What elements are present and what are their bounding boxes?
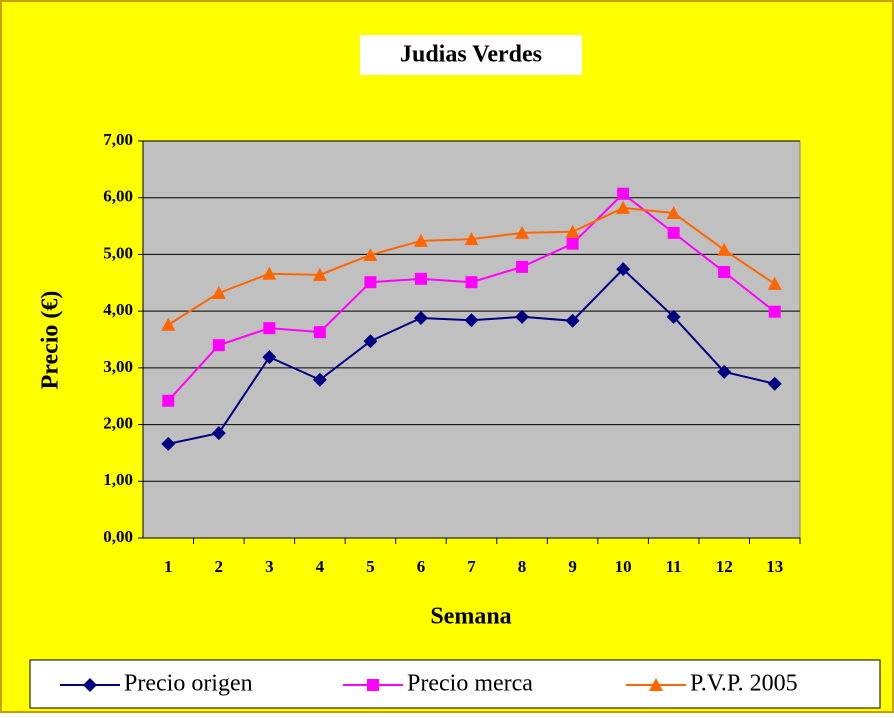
data-point [616, 200, 631, 214]
data-point [211, 426, 226, 441]
y-tick-label: 1,00 [103, 470, 133, 489]
legend-marker [83, 678, 97, 692]
x-tick-label: 1 [164, 557, 173, 576]
data-point [717, 242, 732, 256]
data-point [515, 309, 530, 324]
data-point [767, 376, 782, 391]
title-box [360, 35, 582, 75]
x-tick-label: 10 [615, 557, 632, 576]
x-tick-label: 8 [518, 557, 527, 576]
data-point [262, 350, 277, 365]
data-point [312, 372, 327, 387]
x-tick-label: 6 [417, 557, 426, 576]
data-point [364, 276, 377, 289]
y-tick-label: 3,00 [103, 357, 133, 376]
y-tick-label: 7,00 [103, 130, 133, 149]
legend-label: P.V.P. 2005 [690, 671, 798, 697]
data-point [464, 313, 479, 328]
x-tick-label: 9 [568, 557, 577, 576]
y-tick-label: 4,00 [103, 300, 133, 319]
x-tick-label: 5 [366, 557, 375, 576]
data-point [161, 317, 176, 331]
y-axis-label: Precio (€) [38, 291, 64, 390]
y-tick-label: 0,00 [103, 527, 133, 546]
legend-label: Precio origen [124, 671, 253, 697]
data-point [414, 272, 427, 285]
data-point [617, 187, 630, 200]
data-point [666, 206, 681, 220]
legend [29, 659, 881, 709]
data-point [464, 232, 479, 246]
data-point [263, 322, 276, 335]
y-tick-label: 6,00 [103, 187, 133, 206]
data-point [212, 339, 225, 352]
data-point [767, 276, 782, 290]
data-point [667, 226, 680, 239]
data-point [616, 262, 631, 277]
data-point [565, 224, 580, 238]
data-point [363, 247, 378, 261]
data-point [666, 309, 681, 324]
data-point [363, 334, 378, 349]
data-point [413, 233, 428, 247]
data-point [413, 310, 428, 325]
x-tick-label: 2 [215, 557, 224, 576]
x-tick-label: 13 [766, 557, 783, 576]
x-tick-label: 7 [467, 557, 476, 576]
data-point [465, 276, 478, 289]
data-point [768, 305, 781, 318]
x-tick-label: 11 [666, 557, 682, 576]
data-point [313, 326, 326, 339]
plot-area [142, 140, 801, 539]
y-tick-label: 2,00 [103, 413, 133, 432]
x-tick-label: 12 [716, 557, 733, 576]
legend-label: Precio merca [407, 671, 533, 697]
data-point [161, 436, 176, 451]
data-point [565, 313, 580, 328]
y-tick-label: 5,00 [103, 243, 133, 262]
data-point [516, 260, 529, 273]
data-point [718, 266, 731, 279]
data-point [262, 266, 277, 280]
data-point [566, 237, 579, 250]
legend-marker [649, 678, 663, 691]
data-point [717, 364, 732, 379]
x-axis-label: Semana [430, 604, 511, 630]
chart-title: Judias Verdes [400, 42, 542, 68]
legend-marker [367, 679, 379, 691]
data-point [515, 225, 530, 239]
x-tick-label: 3 [265, 557, 274, 576]
data-point [162, 394, 175, 407]
x-tick-label: 4 [316, 557, 325, 576]
data-point [211, 285, 226, 299]
data-point [312, 267, 327, 281]
